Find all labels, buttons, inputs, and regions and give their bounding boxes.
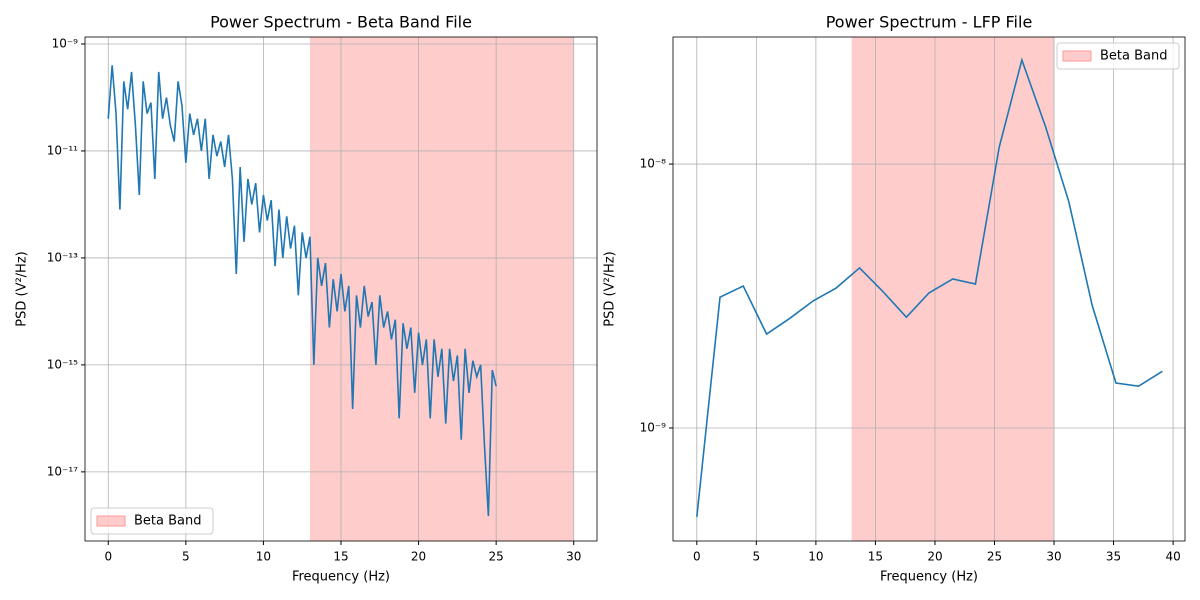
axes-frame [84,36,598,542]
x-tick-label: 5 [182,550,190,564]
x-tick-label: 30 [1046,550,1061,564]
y-tick-label: 10⁻⁸ [640,157,667,171]
chart-title: Power Spectrum - LFP File [826,13,1033,32]
x-tick-label: 40 [1165,550,1180,564]
x-tick-label: 10 [256,550,271,564]
axes: 0 5 10 15 20 25 30 10⁻¹⁷ 10⁻¹⁵ 10⁻¹³ 10⁻¹¹ 10⁻⁹ Powe… [15,13,598,585]
legend-swatch [96,515,126,527]
axes: 0 5 10 15 20 25 30 35 40 10⁻⁹ 10⁻⁸ Power Spectrum -… [603,13,1186,585]
x-tick-label: 0 [693,550,701,564]
legend-label: Beta Band [134,514,202,529]
y-tick-label: 10⁻¹¹ [47,143,78,157]
legend-label: Beta Band [1100,49,1168,64]
chart-title: Power Spectrum - Beta Band File [210,13,472,32]
x-axis-label: Frequency (Hz) [292,570,390,585]
x-tick-label: 35 [1106,550,1121,564]
legend-box [90,507,214,535]
beta-band [309,37,574,541]
psd-line [696,57,1163,518]
x-tick-label: 20 [411,550,426,564]
y-axis-label: PSD (V²/Hz) [603,251,618,326]
x-tick-label: 5 [753,550,761,564]
y-tick-label: 10⁻⁹ [640,420,667,434]
x-tick-label: 15 [868,550,883,564]
y-tick-label: 10⁻¹³ [47,250,78,264]
y-axis-label: PSD (V²/Hz) [15,251,30,326]
x-tick-label: 20 [927,550,942,564]
x-tick-label: 25 [489,550,504,564]
y-tick-label: 10⁻¹⁵ [47,357,78,371]
x-tick-label: 0 [104,550,112,564]
beta-band [851,37,1055,541]
x-tick-label: 15 [333,550,348,564]
psd-line [107,65,497,516]
x-tick-label: 25 [987,550,1002,564]
legend-box [1056,42,1180,70]
x-axis-label: Frequency (Hz) [880,570,978,585]
x-tick-label: 10 [808,550,823,564]
axes-frame [672,36,1186,542]
legend-swatch [1062,50,1092,62]
y-tick-label: 10⁻¹⁷ [47,464,78,478]
x-tick-label: 30 [566,550,581,564]
y-tick-label: 10⁻⁹ [52,36,79,50]
